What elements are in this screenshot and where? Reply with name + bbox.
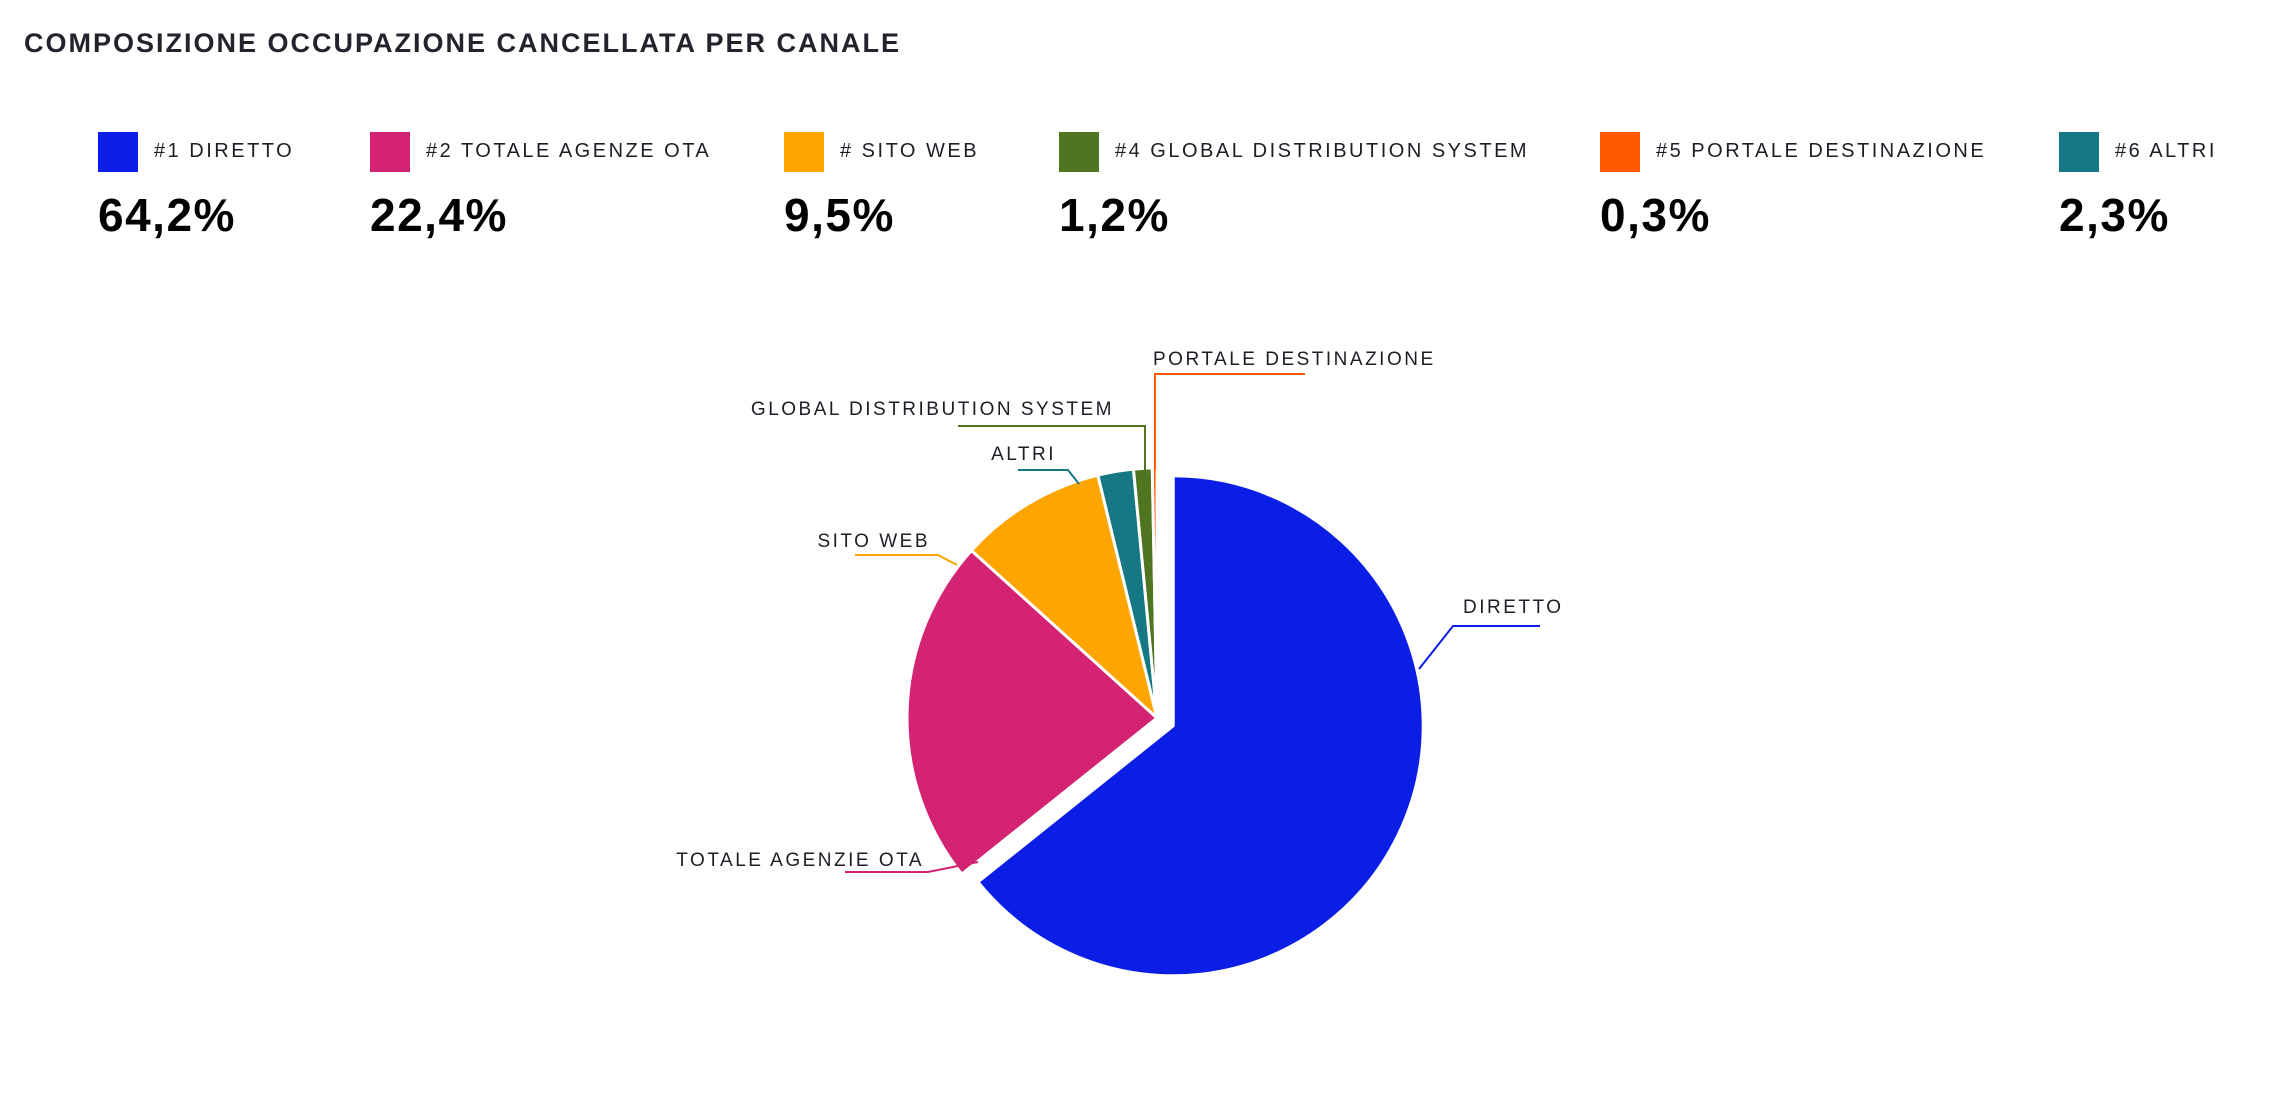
legend-swatch (370, 132, 410, 172)
leader-line-diretto (1418, 625, 1540, 670)
slice-label-portale-destinazione: PORTALE DESTINAZIONE (1153, 349, 1436, 370)
legend-label: #1 DIRETTO (154, 140, 295, 162)
legend-label: #6 ALTRI (2115, 140, 2217, 162)
leader-line-global-distribution-system (958, 425, 1146, 474)
legend: #1 DIRETTO 64,2% #2 TOTALE AGENZE OTA 22… (0, 130, 2290, 250)
slice-label-totale-agenzie-ota: TOTALE AGENZIE OTA (676, 850, 924, 871)
legend-value: 2,3% (2059, 189, 2170, 241)
leader-line-altri (1018, 469, 1080, 485)
legend-label: # SITO WEB (840, 140, 980, 162)
legend-value: 64,2% (98, 189, 236, 241)
legend-swatch (1059, 132, 1099, 172)
leader-line-totale-agenzie-ota (845, 861, 979, 873)
legend-label: #4 GLOBAL DISTRIBUTION SYSTEM (1115, 140, 1530, 162)
legend-swatch (98, 132, 138, 172)
legend-value: 22,4% (370, 189, 508, 241)
legend-value: 9,5% (784, 189, 895, 241)
leader-line-sito-web (855, 554, 958, 566)
legend-value: 1,2% (1059, 189, 1170, 241)
slice-label-global-distribution-system: GLOBAL DISTRIBUTION SYSTEM (751, 399, 1114, 420)
pie-slice-diretto (976, 474, 1425, 978)
pie-slice-totale-agenzie-ota (905, 548, 1159, 876)
slice-label-sito-web: SITO WEB (817, 531, 930, 552)
legend-value: 0,3% (1600, 189, 1711, 241)
legend-swatch (784, 132, 824, 172)
slice-label-diretto: DIRETTO (1463, 597, 1564, 618)
slice-label-altri: ALTRI (991, 444, 1056, 465)
chart-title: COMPOSIZIONE OCCUPAZIONE CANCELLATA PER … (24, 28, 902, 58)
legend-label: #5 PORTALE DESTINAZIONE (1656, 140, 1987, 162)
legend-label: #2 TOTALE AGENZE OTA (426, 140, 712, 162)
pie-slice-sito-web (969, 473, 1159, 720)
leader-line-portale-destinazione (1154, 373, 1305, 470)
legend-swatch (1600, 132, 1640, 172)
legend-swatch (2059, 132, 2099, 172)
